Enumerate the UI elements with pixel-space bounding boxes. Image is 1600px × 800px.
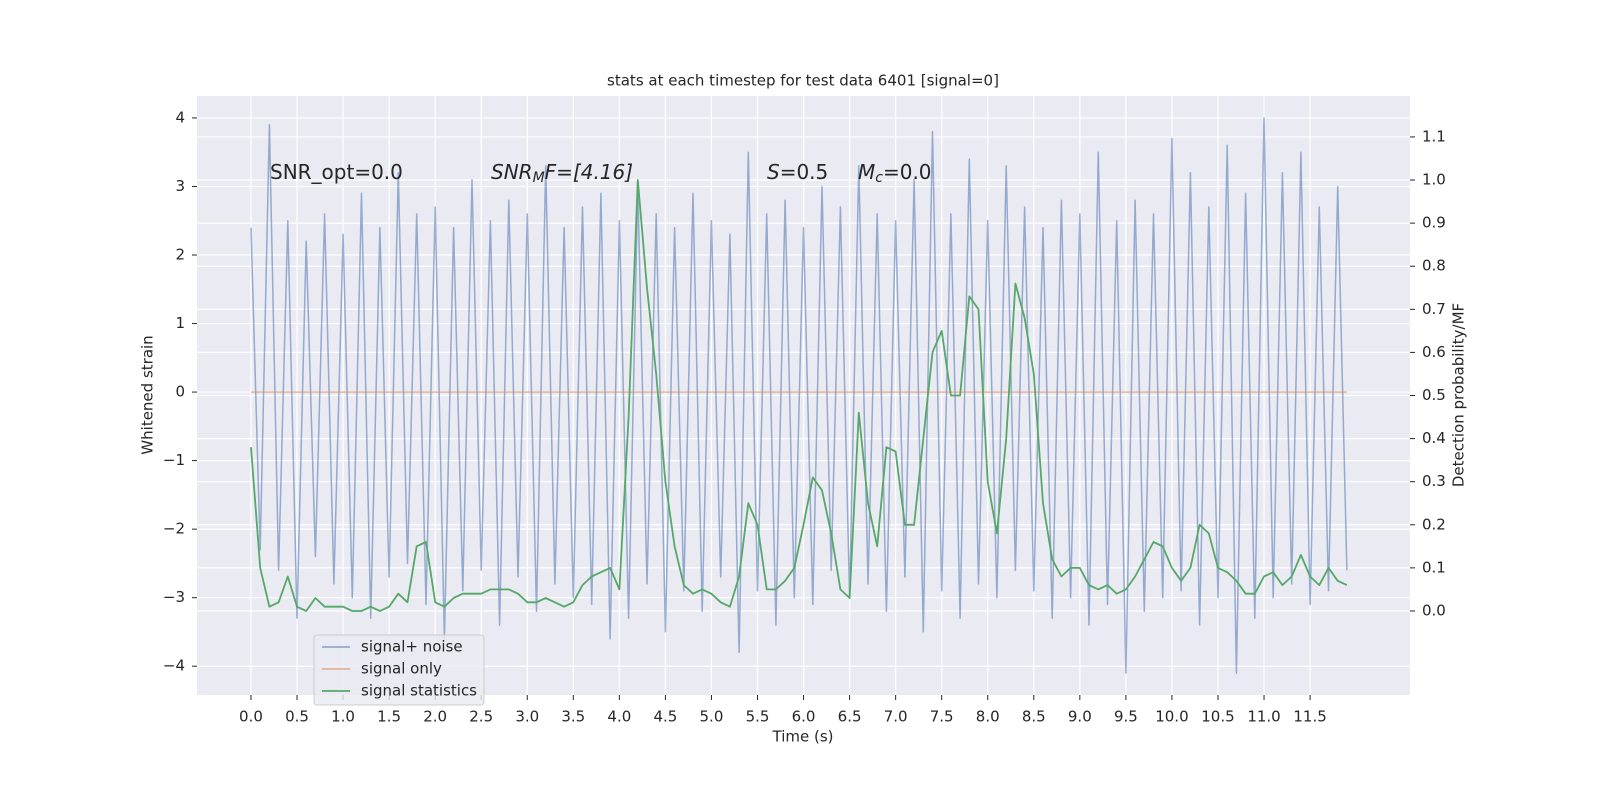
- y2-tick-label: 0.3: [1422, 472, 1446, 490]
- y2-tick-label: 0.2: [1422, 515, 1446, 533]
- annotation-part: SNR_opt=0.0: [270, 160, 403, 184]
- x-tick-label: 6.0: [792, 708, 816, 726]
- x-tick-label: 8.5: [1022, 708, 1046, 726]
- annotation: SNR_opt=0.0: [270, 160, 403, 184]
- annotation-part: =0.0: [883, 160, 932, 184]
- x-tick-label: 1.5: [377, 708, 401, 726]
- y2-tick-label: 1.1: [1422, 127, 1446, 145]
- legend-box: [313, 634, 485, 706]
- y2-axis-label: Detection probability/MF: [1450, 303, 1468, 487]
- y2-tick-label: 0.9: [1422, 214, 1446, 232]
- annotation-part: M: [858, 160, 875, 184]
- annotation: S=0.5: [767, 160, 828, 184]
- x-tick-label: 7.0: [884, 708, 908, 726]
- y2-tick-label: 0.7: [1422, 300, 1446, 318]
- x-tick-label: 5.5: [746, 708, 770, 726]
- annotation-part: =0.5: [780, 160, 829, 184]
- y-tick-label: 3: [175, 177, 185, 195]
- y2-tick-label: 0.6: [1422, 343, 1446, 361]
- x-tick-label: 2.0: [423, 708, 447, 726]
- x-tick-label: 9.0: [1068, 708, 1092, 726]
- y-tick-label: −4: [163, 657, 185, 675]
- x-tick-label: 8.0: [976, 708, 1000, 726]
- legend-label: signal+ noise: [361, 638, 463, 656]
- x-tick-label: 4.5: [653, 708, 677, 726]
- x-tick-label: 10.0: [1155, 708, 1188, 726]
- chart-title: stats at each timestep for test data 640…: [607, 72, 999, 90]
- y-axis-label: Whitened strain: [139, 335, 157, 454]
- x-tick-label: 10.5: [1201, 708, 1234, 726]
- annotation-part: M: [533, 170, 545, 186]
- y-tick-label: 0: [175, 383, 185, 401]
- y-tick-label: 1: [175, 314, 185, 332]
- y-tick-label: −1: [163, 451, 185, 469]
- y2-tick-label: 0.4: [1422, 429, 1446, 447]
- x-tick-label: 7.5: [930, 708, 954, 726]
- annotation: Mc=0.0: [858, 160, 932, 187]
- x-tick-label: 1.0: [331, 708, 355, 726]
- annotation: SNRMF=[4.16]: [491, 160, 633, 187]
- x-tick-label: 9.5: [1114, 708, 1138, 726]
- y2-tick-label: 1.0: [1422, 171, 1446, 189]
- annotation-part: F=[4.16]: [545, 160, 633, 184]
- x-axis-label: Time (s): [772, 728, 834, 746]
- x-tick-label: 0.0: [239, 708, 263, 726]
- y-tick-label: 2: [175, 246, 185, 264]
- x-tick-label: 2.5: [469, 708, 493, 726]
- y2-tick-label: 0.0: [1422, 601, 1446, 619]
- legend-label: signal statistics: [361, 682, 477, 700]
- x-tick-label: 0.5: [285, 708, 309, 726]
- x-tick-label: 6.5: [838, 708, 862, 726]
- annotation-part: c: [875, 170, 883, 186]
- y2-tick-label: 0.8: [1422, 257, 1446, 275]
- x-tick-label: 4.0: [607, 708, 631, 726]
- legend-label: signal only: [361, 660, 442, 678]
- x-tick-label: 3.5: [561, 708, 585, 726]
- x-tick-label: 3.0: [515, 708, 539, 726]
- y-tick-label: 4: [175, 108, 185, 126]
- x-tick-label: 11.0: [1247, 708, 1280, 726]
- x-tick-label: 5.0: [700, 708, 724, 726]
- y2-tick-label: 0.5: [1422, 386, 1446, 404]
- annotation-part: SNR: [491, 160, 533, 184]
- y2-tick-label: 0.1: [1422, 558, 1446, 576]
- y-tick-label: −2: [163, 520, 185, 538]
- annotation-part: S: [767, 160, 780, 184]
- x-tick-label: 11.5: [1293, 708, 1326, 726]
- y-tick-label: −3: [163, 588, 185, 606]
- series-line: [250, 179, 1348, 612]
- series-line: [250, 117, 1348, 674]
